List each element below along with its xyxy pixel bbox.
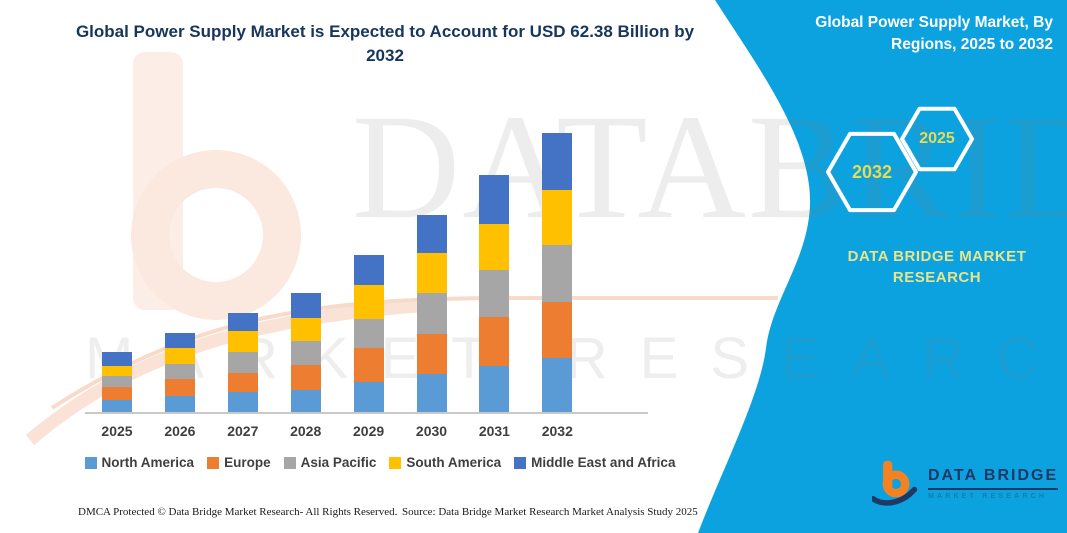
legend-label: Middle East and Africa — [531, 455, 676, 470]
legend-item-middle-east-and-africa: Middle East and Africa — [514, 455, 675, 470]
segment-asia-pacific — [479, 270, 510, 318]
segment-south-america — [227, 331, 258, 352]
segment-middle-east-and-africa — [542, 132, 573, 190]
segment-south-america — [353, 284, 384, 319]
chart-title-line1: Global Power Supply Market is Expected t… — [75, 22, 695, 41]
logo-text: DATA BRIDGE MARKET RESEARCH — [928, 467, 1059, 500]
segment-middle-east-and-africa — [102, 352, 132, 366]
segment-europe — [353, 347, 384, 383]
segment-asia-pacific — [416, 292, 447, 334]
segment-north-america — [353, 382, 384, 413]
legend-item-north-america: North America — [84, 455, 195, 470]
bar-2029 — [353, 254, 384, 413]
legend-label: North America — [101, 455, 195, 470]
legend-item-south-america: South America — [389, 455, 501, 470]
segment-middle-east-and-africa — [416, 215, 447, 253]
x-tick-2027: 2027 — [227, 423, 259, 439]
segment-middle-east-and-africa — [479, 175, 510, 224]
bar-2031 — [479, 175, 510, 413]
segment-europe — [102, 386, 132, 401]
chart-title-line2: 2032 — [366, 46, 404, 65]
segment-north-america — [102, 400, 132, 413]
segment-europe — [164, 378, 195, 396]
segment-asia-pacific — [227, 351, 258, 374]
segment-south-america — [479, 223, 510, 271]
bar-2032 — [542, 132, 573, 413]
x-tick-2026: 2026 — [164, 423, 196, 439]
segment-europe — [542, 301, 573, 358]
segment-europe — [416, 333, 447, 375]
x-tick-2031: 2031 — [478, 423, 510, 439]
legend-item-europe: Europe — [207, 455, 271, 470]
segment-middle-east-and-africa — [227, 312, 258, 332]
legend-swatch-icon — [514, 456, 527, 469]
x-tick-2025: 2025 — [101, 423, 133, 439]
segment-asia-pacific — [353, 318, 384, 348]
segment-north-america — [227, 392, 258, 413]
brand-caption-line2: RESEARCH — [892, 269, 982, 286]
brand-caption: DATA BRIDGE MARKET RESEARCH — [828, 246, 1046, 288]
panel-heading: Global Power Supply Market, By Regions, … — [773, 12, 1053, 56]
legend-swatch-icon — [389, 456, 402, 469]
logo-subtitle: MARKET RESEARCH — [928, 492, 1048, 500]
bar-2030 — [416, 215, 447, 413]
logo-name: DATA BRIDGE — [928, 467, 1059, 490]
segment-europe — [479, 317, 510, 366]
x-tick-2032: 2032 — [541, 423, 573, 439]
segment-south-america — [290, 317, 321, 342]
segment-asia-pacific — [164, 363, 195, 379]
legend-label: South America — [406, 455, 502, 470]
segment-south-america — [102, 365, 132, 376]
segment-middle-east-and-africa — [353, 254, 384, 285]
segment-asia-pacific — [102, 375, 132, 387]
segment-asia-pacific — [542, 245, 573, 302]
bar-2027 — [227, 312, 258, 413]
segment-middle-east-and-africa — [164, 333, 195, 348]
chart-legend: North America Europe Asia Pacific South Ame… — [40, 455, 720, 470]
legend-swatch-icon — [283, 456, 296, 469]
source-note: Source: Data Bridge Market Research Mark… — [402, 506, 698, 518]
blue-panel-path — [698, 0, 1067, 533]
databridge-logo-mark — [872, 460, 918, 506]
segment-south-america — [416, 252, 447, 293]
segment-north-america — [479, 365, 510, 413]
brand-caption-line1: DATA BRIDGE MARKET — [847, 248, 1027, 265]
segment-south-america — [542, 189, 573, 246]
legend-item-asia-pacific: Asia Pacific — [283, 455, 377, 470]
panel-heading-line2: Regions, 2025 to 2032 — [891, 36, 1053, 53]
legend-label: Europe — [224, 455, 271, 470]
x-tick-2030: 2030 — [415, 423, 448, 439]
dmca-notice: DMCA Protected © Data Bridge Market Rese… — [78, 506, 398, 518]
segment-middle-east-and-africa — [290, 292, 321, 318]
segment-north-america — [542, 357, 573, 413]
hexagon-year-2025: 2025 — [919, 130, 955, 147]
chart-title: Global Power Supply Market is Expected t… — [60, 20, 710, 68]
databridge-logo: DATA BRIDGE MARKET RESEARCH — [872, 458, 1059, 508]
x-tick-2028: 2028 — [290, 423, 322, 439]
segment-north-america — [290, 389, 321, 413]
hexagon-year-2032: 2032 — [851, 162, 893, 182]
segment-north-america — [164, 395, 195, 413]
bar-2026 — [164, 333, 195, 413]
legend-swatch-icon — [84, 456, 97, 469]
segment-europe — [290, 364, 321, 390]
hexagon-2032-outline — [826, 131, 918, 213]
bar-2028 — [290, 292, 321, 413]
legend-swatch-icon — [207, 456, 220, 469]
panel-heading-line1: Global Power Supply Market, By — [815, 14, 1053, 31]
legend-label: Asia Pacific — [300, 455, 377, 470]
bar-2025 — [102, 352, 132, 413]
segment-north-america — [416, 374, 447, 413]
segment-europe — [227, 373, 258, 393]
x-axis-line — [85, 412, 648, 414]
x-tick-2029: 2029 — [353, 423, 385, 439]
segment-south-america — [164, 347, 195, 364]
segment-asia-pacific — [290, 341, 321, 365]
hexagon-2025-outline — [900, 106, 974, 172]
